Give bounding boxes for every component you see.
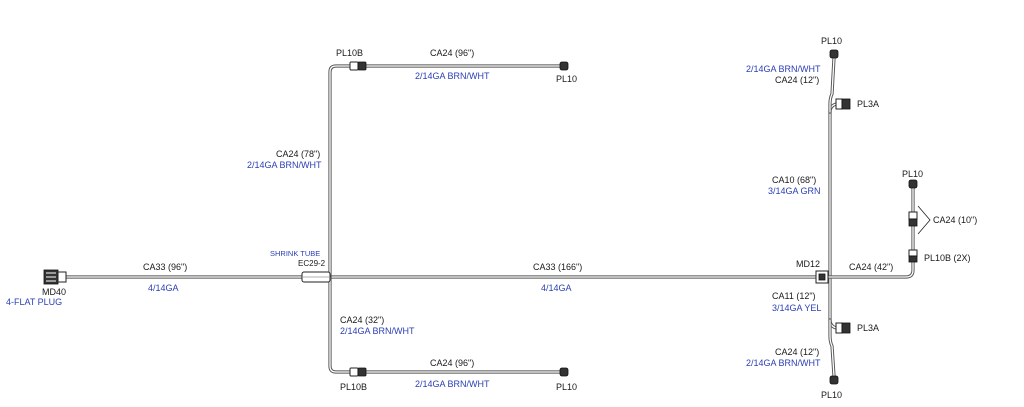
md12-junction-icon	[815, 270, 829, 284]
label-pl10b-2x: PL10B (2X)	[924, 253, 971, 263]
md40-plug-icon	[43, 269, 67, 285]
pl10-bottom-end-icon	[559, 367, 569, 377]
label-gauge-rbottom: 2/14GA BRN/WHT	[746, 358, 821, 368]
label-gauge-bottom: 2/14GA BRN/WHT	[415, 379, 490, 389]
label-pl10-rtop: PL10	[821, 36, 842, 46]
pl10b-2x-lower-connector-icon	[908, 249, 918, 263]
label-pl10b-bottom: PL10B	[340, 382, 367, 392]
label-ca24-12-bottom: CA24 (12")	[775, 347, 819, 357]
label-gauge-ca11: 3/14GA YEL	[772, 303, 821, 313]
label-ca24-top: CA24 (96")	[430, 48, 474, 58]
label-4-flat-plug: 4-FLAT PLUG	[6, 297, 62, 307]
label-ca24-bottom: CA24 (96")	[430, 358, 474, 368]
label-ca24-32: CA24 (32")	[340, 315, 384, 325]
pl3a-top-connector-icon	[835, 98, 851, 110]
label-pl10b-top: PL10B	[336, 48, 363, 58]
wire-ca10	[828, 102, 838, 279]
label-ca11: CA11 (12")	[772, 291, 816, 301]
label-gauge-top: 2/14GA BRN/WHT	[415, 71, 490, 81]
label-pl10-bottom: PL10	[556, 382, 577, 392]
pl10-right-bottom-end-icon	[829, 375, 839, 385]
pl10b-2x-upper-connector-icon	[908, 211, 918, 227]
label-gauge-ca10: 3/14GA GRN	[768, 186, 821, 196]
label-gauge-4-mid: 4/14GA	[541, 283, 572, 293]
label-ca24-42: CA24 (42")	[849, 262, 893, 272]
ca24-10-bracket	[917, 205, 931, 235]
label-pl10-top: PL10	[556, 74, 577, 84]
label-ca24-10: CA24 (10")	[933, 215, 977, 225]
pl10b-top-connector-icon	[349, 61, 367, 71]
label-pl3a-top: PL3A	[857, 99, 879, 109]
label-gauge-32: 2/14GA BRN/WHT	[340, 326, 415, 336]
pl10-right-top-end-icon	[829, 49, 839, 59]
wires	[64, 56, 915, 378]
label-pl3a-bottom: PL3A	[857, 323, 879, 333]
label-pl10-far: PL10	[902, 169, 923, 179]
label-gauge-rtop: 2/14GA BRN/WHT	[746, 64, 821, 74]
pl10-top-end-icon	[559, 61, 569, 71]
label-gauge-78: 2/14GA BRN/WHT	[247, 160, 322, 170]
pl10b-bottom-connector-icon	[349, 367, 367, 377]
label-md12: MD12	[796, 259, 820, 269]
label-ca24-78: CA24 (78")	[276, 149, 320, 159]
wire-ca24-78	[328, 64, 354, 279]
pl10-far-end-icon	[908, 179, 918, 189]
labels: PL10B CA24 (96") 2/14GA BRN/WHT PL10 CA2…	[6, 36, 977, 400]
label-ca24-12-top: CA24 (12")	[775, 75, 819, 85]
label-gauge-4-left: 4/14GA	[148, 283, 179, 293]
pl3a-bottom-connector-icon	[835, 322, 851, 334]
label-ca33-96: CA33 (96")	[143, 262, 187, 272]
shrink-tube-icon	[301, 271, 331, 283]
connectors	[43, 49, 931, 385]
label-shrink-tube: SHRINK TUBE	[270, 249, 320, 258]
label-ca10: CA10 (68")	[772, 175, 816, 185]
label-ec29: EC29-2	[298, 259, 326, 268]
label-ca33-166: CA33 (166")	[533, 262, 582, 272]
label-pl10-rbottom: PL10	[821, 390, 842, 400]
label-md40: MD40	[42, 287, 66, 297]
